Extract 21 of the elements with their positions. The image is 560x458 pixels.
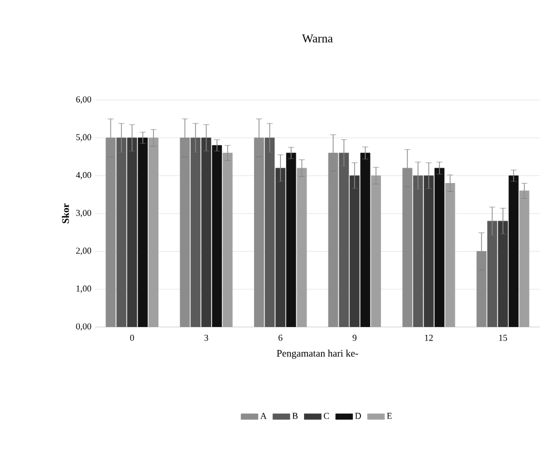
legend-label: B (292, 412, 298, 419)
y-tick-label: 1,00 (76, 285, 92, 293)
legend-label: C (324, 412, 329, 419)
chart-title: Warna (302, 34, 333, 43)
y-tick-label: 3,00 (76, 210, 92, 218)
legend-label: E (386, 412, 392, 419)
y-tick-label: 4,00 (76, 172, 92, 180)
legend-label: D (355, 412, 361, 419)
y-tick-label: 6,00 (76, 96, 92, 104)
x-tick-label: 15 (499, 334, 508, 341)
x-tick-label: 6 (278, 334, 282, 341)
y-tick-label: 5,00 (76, 134, 92, 142)
y-tick-label: 2,00 (76, 248, 92, 255)
legend-label: A (260, 412, 267, 419)
y-tick-label: 0,00 (76, 323, 92, 331)
x-tick-label: 0 (130, 334, 134, 341)
x-tick-label: 12 (425, 334, 433, 341)
x-axis-title: Pengamatan hari ke- (276, 350, 358, 359)
y-axis-title: Skor (62, 203, 69, 224)
x-tick-label: 9 (352, 334, 356, 341)
x-tick-label: 3 (204, 334, 208, 341)
